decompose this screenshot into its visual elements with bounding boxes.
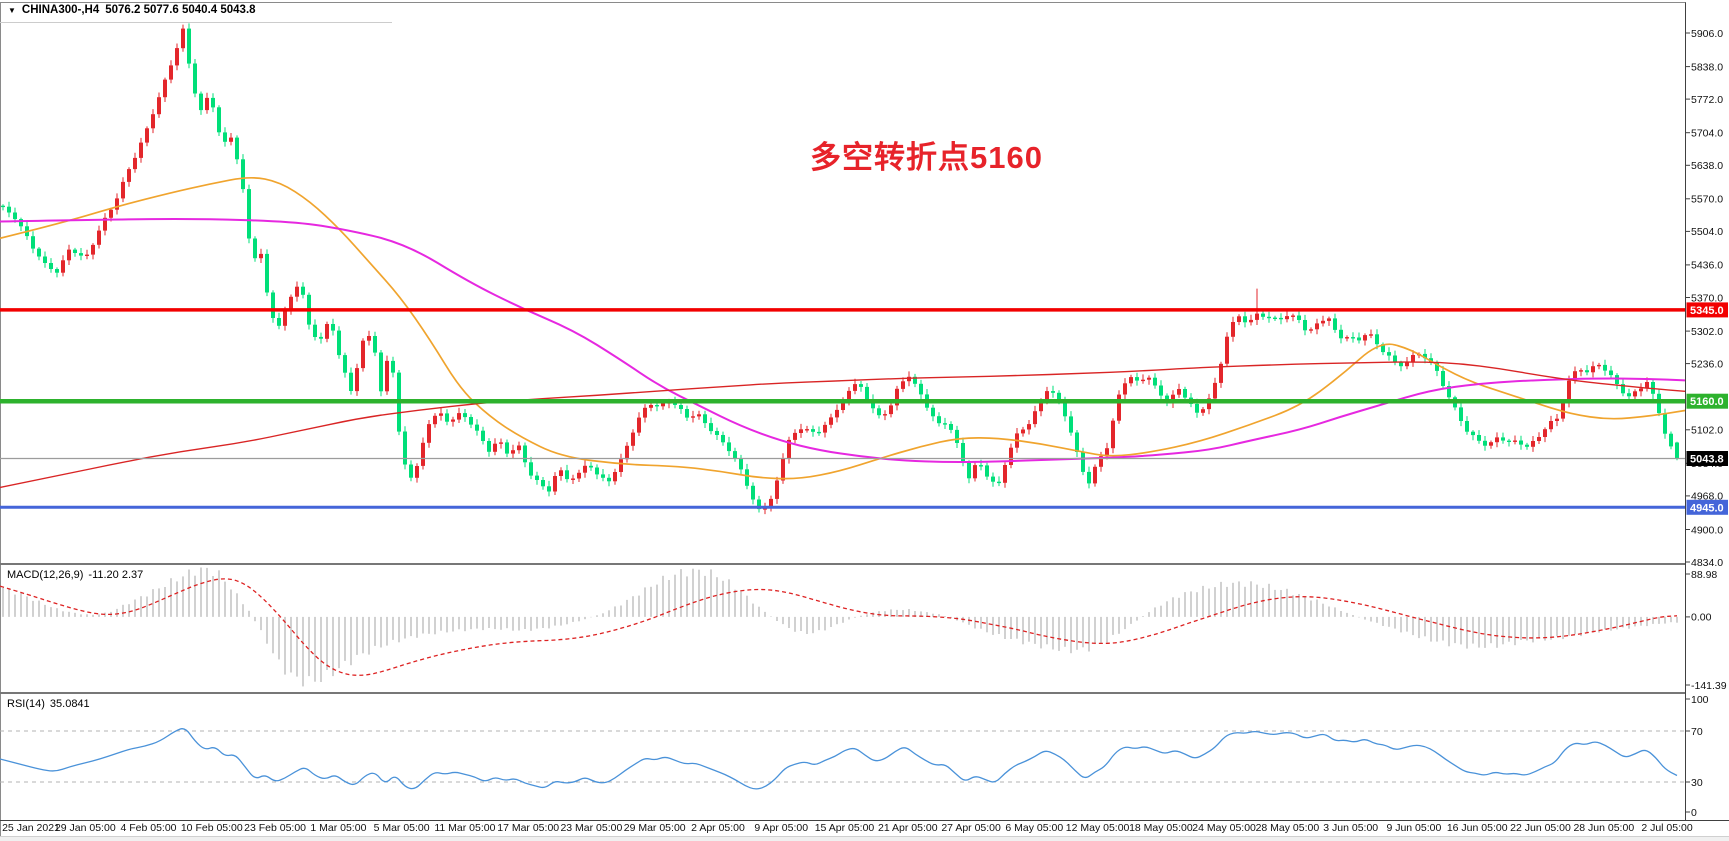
ma-fast-orange (0, 176, 1686, 480)
svg-text:18 May 05:00: 18 May 05:00 (1129, 822, 1193, 834)
svg-text:5102.0: 5102.0 (1691, 425, 1723, 437)
chart-ohlc-values: 5076.2 5077.6 5040.4 5043.8 (105, 4, 256, 16)
price-badges: 5345.0 5160.0 4945.0 5043.8 (1686, 302, 1728, 515)
svg-text:27 Apr 05:00: 27 Apr 05:00 (941, 822, 1001, 834)
svg-text:5638.0: 5638.0 (1691, 160, 1723, 172)
macd-signal-line (0, 578, 1678, 676)
svg-text:5906.0: 5906.0 (1691, 28, 1723, 40)
chart-title: ▼ CHINA300-,H4 5076.2 5077.6 5040.4 5043… (8, 4, 256, 16)
rsi-panel-label: RSI(14) 35.0841 (7, 698, 90, 710)
svg-text:25 Jan 2021: 25 Jan 2021 (2, 822, 60, 834)
svg-text:29 Mar 05:00: 29 Mar 05:00 (624, 822, 686, 834)
candlestick-series (1, 23, 1679, 515)
svg-text:70: 70 (1691, 726, 1703, 738)
chart-symbol-timeframe: CHINA300-,H4 (21, 4, 100, 16)
svg-text:2 Jul 05:00: 2 Jul 05:00 (1641, 822, 1693, 834)
svg-text:24 May 05:00: 24 May 05:00 (1192, 822, 1256, 834)
svg-text:88.98: 88.98 (1691, 569, 1717, 581)
svg-text:1 Mar 05:00: 1 Mar 05:00 (310, 822, 366, 834)
symbol-dropdown-icon[interactable]: ▼ (8, 5, 16, 15)
svg-text:5370.0: 5370.0 (1691, 292, 1723, 304)
svg-text:5704.0: 5704.0 (1691, 128, 1723, 140)
svg-text:4945.0: 4945.0 (1690, 502, 1724, 514)
svg-text:4834.0: 4834.0 (1691, 557, 1723, 569)
svg-text:0.00: 0.00 (1691, 612, 1712, 624)
svg-text:21 Apr 05:00: 21 Apr 05:00 (878, 822, 938, 834)
svg-text:100: 100 (1691, 694, 1709, 706)
svg-text:4900.0: 4900.0 (1691, 524, 1723, 536)
svg-text:4968.0: 4968.0 (1691, 491, 1723, 503)
svg-text:5838.0: 5838.0 (1691, 61, 1723, 73)
ma-slow-magenta (0, 217, 1686, 464)
indicator-axes: 88.98 0.00 -141.39 100 70 30 0 (1685, 569, 1727, 819)
svg-text:5570.0: 5570.0 (1691, 194, 1723, 206)
svg-text:17 Mar 05:00: 17 Mar 05:00 (497, 822, 559, 834)
svg-text:9 Jun 05:00: 9 Jun 05:00 (1386, 822, 1441, 834)
price-axis: 5906.0 5838.0 5772.0 5704.0 5638.0 5570.0 5504… (1685, 28, 1723, 569)
svg-text:5436.0: 5436.0 (1691, 260, 1723, 272)
svg-text:5043.8: 5043.8 (1690, 454, 1724, 466)
svg-text:11 Mar 05:00: 11 Mar 05:00 (434, 822, 495, 834)
svg-text:0: 0 (1691, 807, 1697, 819)
svg-text:2 Apr 05:00: 2 Apr 05:00 (691, 822, 745, 834)
svg-text:-141.39: -141.39 (1691, 680, 1727, 692)
price-badge-4945.0: 4945.0 (1686, 499, 1728, 515)
svg-text:12 May 05:00: 12 May 05:00 (1066, 822, 1130, 834)
price-annotation-text[interactable]: 多空转折点5160 (810, 140, 1043, 175)
svg-text:28 May 05:00: 28 May 05:00 (1256, 822, 1320, 834)
price-badge-5160.0: 5160.0 (1686, 393, 1728, 409)
svg-text:30: 30 (1691, 777, 1703, 789)
price-badge-5345.0: 5345.0 (1686, 302, 1728, 318)
price-badge-current: 5043.8 (1686, 451, 1728, 466)
svg-text:5345.0: 5345.0 (1690, 305, 1724, 317)
svg-text:23 Mar 05:00: 23 Mar 05:00 (560, 822, 622, 834)
macd-panel-label: MACD(12,26,9) -11.20 2.37 (7, 569, 143, 581)
svg-text:5 Mar 05:00: 5 Mar 05:00 (374, 822, 430, 834)
svg-text:22 Jun 05:00: 22 Jun 05:00 (1510, 822, 1571, 834)
svg-text:5236.0: 5236.0 (1691, 358, 1723, 370)
svg-text:6 May 05:00: 6 May 05:00 (1005, 822, 1063, 834)
svg-text:3 Jun 05:00: 3 Jun 05:00 (1323, 822, 1378, 834)
ma-mid-red (0, 361, 1686, 489)
svg-text:15 Apr 05:00: 15 Apr 05:00 (815, 822, 875, 834)
svg-text:29 Jan 05:00: 29 Jan 05:00 (55, 822, 116, 834)
svg-text:5302.0: 5302.0 (1691, 326, 1723, 338)
svg-text:16 Jun 05:00: 16 Jun 05:00 (1447, 822, 1508, 834)
svg-text:5772.0: 5772.0 (1691, 94, 1723, 106)
svg-text:23 Feb 05:00: 23 Feb 05:00 (244, 822, 306, 834)
svg-text:5504.0: 5504.0 (1691, 226, 1723, 238)
svg-text:28 Jun 05:00: 28 Jun 05:00 (1573, 822, 1634, 834)
svg-text:9 Apr 05:00: 9 Apr 05:00 (754, 822, 808, 834)
rsi-line (0, 728, 1678, 790)
svg-text:4 Feb 05:00: 4 Feb 05:00 (120, 822, 176, 834)
rsi-level-lines (0, 730, 1685, 783)
svg-text:10 Feb 05:00: 10 Feb 05:00 (181, 822, 243, 834)
svg-text:5160.0: 5160.0 (1690, 396, 1724, 408)
macd-histogram (2, 567, 1678, 687)
